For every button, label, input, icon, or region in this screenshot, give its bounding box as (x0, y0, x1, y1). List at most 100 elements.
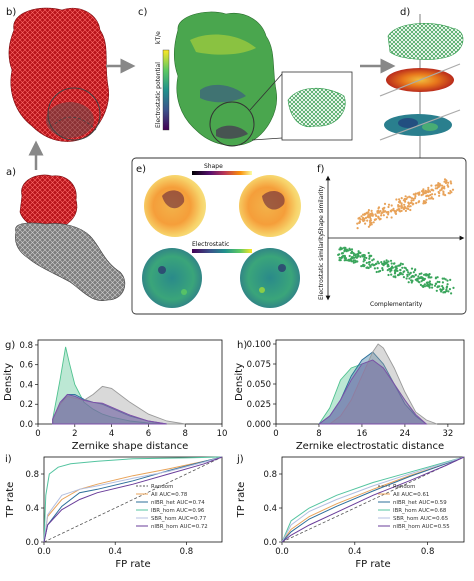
scatter-point-shape (409, 201, 412, 205)
scatter-point-shape (444, 194, 447, 197)
scatter-point-electrostatic (401, 263, 404, 266)
scatter-point-shape (443, 187, 446, 190)
scatter-point-shape (367, 215, 370, 218)
scatter-point-electrostatic (376, 260, 379, 263)
scatter-point-shape (434, 187, 437, 190)
scatter-point-electrostatic (361, 264, 365, 267)
scatter-point-shape (431, 188, 434, 191)
scatter-point-electrostatic (381, 268, 384, 272)
roc-curve (43, 456, 223, 543)
scatter-point-electrostatic (441, 281, 444, 284)
scatter-point-electrostatic (394, 268, 397, 271)
electrostatic-similarity-points (337, 246, 455, 295)
scatter-point-electrostatic (438, 285, 441, 288)
scatter-point-electrostatic (372, 258, 375, 261)
scatter-point-electrostatic (405, 268, 408, 271)
scatter-point-electrostatic (365, 261, 368, 264)
scatter-point-electrostatic (428, 286, 431, 289)
electrostatic-disk-right (240, 248, 300, 308)
y-tick-label: 0.050 (247, 380, 271, 390)
chart-j-roc: 0.0 0.4 0.8 0.0 0.4 0.8 FP rate TP rate Random Al… (236, 456, 465, 570)
scatter-point-electrostatic (359, 255, 362, 258)
scatter-point-electrostatic (383, 260, 386, 263)
scatter-point-shape (447, 192, 450, 195)
scatter-point-shape (430, 184, 433, 187)
scatter-point-electrostatic (377, 262, 380, 265)
scatter-point-electrostatic (356, 255, 359, 258)
scatter-point-electrostatic (381, 267, 384, 270)
scatter-point-electrostatic (445, 286, 448, 289)
scatter-point-shape (370, 223, 373, 226)
scatter-point-shape (400, 202, 403, 205)
x-tick-label: 0.4 (348, 547, 362, 557)
scatter-point-shape (395, 198, 398, 201)
scatter-point-electrostatic (357, 250, 360, 253)
scatter-point-shape (427, 186, 430, 189)
colorbar-label: Electrostatic potential (155, 62, 162, 128)
scatter-point-electrostatic (412, 275, 415, 278)
x-tick-label: 32 (442, 429, 453, 439)
zernike-disks-e: Shape Electrostatic (142, 163, 301, 308)
scatter-point-electrostatic (391, 265, 394, 268)
panel-label-a: a) (6, 167, 16, 178)
y-tick-label: 0.0 (25, 538, 39, 548)
shape-similarity-label: Shape similarity (318, 185, 325, 234)
scatter-point-electrostatic (450, 292, 453, 295)
scatter-point-shape (360, 215, 363, 218)
scatter-point-electrostatic (420, 276, 423, 280)
chart-g-shape-distance: 0 2 4 6 8 10 0.0 0.2 0.4 0.6 0.8 Zernike shape dist… (3, 339, 227, 452)
scatter-point-shape (417, 201, 420, 204)
x-tick-label: 8 (182, 429, 187, 439)
scatter-point-shape (356, 222, 359, 225)
legend-entry: Random (151, 484, 173, 490)
legend-entry: Random (393, 484, 415, 490)
scatter-point-electrostatic (423, 277, 426, 280)
scatter-point-shape (450, 182, 453, 185)
scatter-point-shape (408, 195, 411, 198)
scatter-point-electrostatic (442, 287, 445, 290)
scatter-point-shape (446, 184, 449, 187)
scatter-point-electrostatic (414, 278, 417, 281)
y-tick-label: 0.4 (19, 380, 33, 390)
x-tick-label: 24 (400, 429, 411, 439)
scatter-point-electrostatic (398, 264, 402, 267)
scatter-point-electrostatic (434, 277, 437, 280)
scatter-point-shape (374, 218, 377, 221)
scatter-point-electrostatic (389, 259, 393, 262)
scatter-point-electrostatic (443, 291, 446, 294)
y-tick-label: 0.2 (19, 400, 33, 410)
scatter-point-shape (397, 204, 400, 207)
scatter-point-electrostatic (349, 248, 352, 251)
scatter-point-shape (427, 194, 430, 198)
scatter-point-electrostatic (418, 281, 421, 284)
y-axis-label: Density (3, 363, 14, 401)
scatter-point-shape (382, 208, 385, 211)
y-tick-label: 0.000 (247, 420, 271, 430)
scatter-point-electrostatic (394, 266, 397, 269)
legend-entry: nIBR_het AUC=0.59 (393, 500, 447, 506)
scatter-point-shape (403, 203, 406, 206)
legend-entry: nIBR_het AUC=0.74 (151, 500, 205, 506)
scatter-point-electrostatic (401, 266, 404, 269)
scatter-point-shape (425, 198, 428, 201)
scatter-point-electrostatic (438, 280, 441, 284)
scatter-point-shape (369, 217, 372, 220)
scatter-point-shape (379, 210, 382, 213)
scatter-point-electrostatic (348, 254, 351, 258)
y-tick-label: 0.4 (263, 504, 277, 514)
scatter-point-shape (377, 215, 380, 218)
scatter-point-electrostatic (422, 284, 425, 287)
y-tick-label: 0.025 (247, 400, 271, 410)
x-axis-label: FP rate (355, 559, 390, 570)
scatter-point-electrostatic (385, 259, 388, 262)
scatter-point-electrostatic (397, 273, 400, 277)
scatter-point-shape (363, 213, 366, 216)
scatter-point-electrostatic (362, 260, 365, 263)
scatter-point-electrostatic (390, 273, 393, 276)
scatter-point-electrostatic (402, 270, 405, 274)
scatter-point-electrostatic (423, 283, 426, 286)
electrostatic-title: Electrostatic (192, 241, 229, 248)
scatter-point-electrostatic (356, 253, 359, 256)
scatter-point-electrostatic (399, 273, 402, 276)
scatter-point-electrostatic (406, 273, 409, 276)
